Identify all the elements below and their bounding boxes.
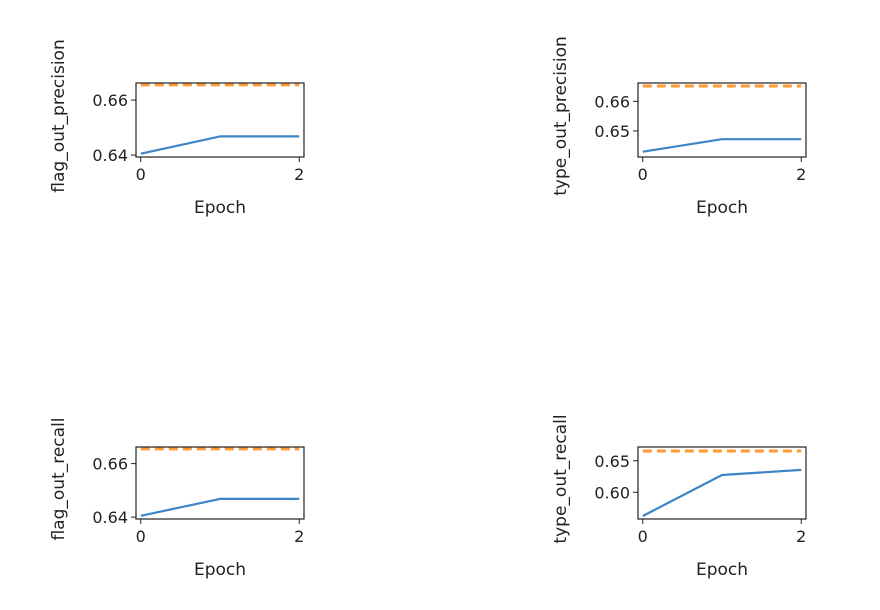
x-tick-label: 2 — [796, 165, 806, 184]
x-tick-label: 0 — [638, 527, 648, 546]
y-tick-label: 0.66 — [92, 91, 128, 110]
x-tick-label: 0 — [136, 165, 146, 184]
y-tick-label: 0.65 — [594, 452, 630, 471]
subplot-1: 0 2 0.65 0.66 Epoch type_out_precision — [551, 36, 807, 218]
x-tick-label: 0 — [136, 527, 146, 546]
subplot-2: 0 2 0.64 0.66 Epoch flag_out_recall — [49, 417, 305, 580]
y-tick-label: 0.66 — [594, 92, 630, 111]
y-axis-label: type_out_precision — [551, 36, 571, 196]
metric-series-line — [642, 468, 802, 517]
x-axis-label: Epoch — [194, 198, 246, 218]
metric-series-line — [140, 135, 300, 155]
y-axis-label: flag_out_recall — [49, 417, 69, 540]
y-axis-label: flag_out_precision — [49, 39, 69, 192]
x-axis-label: Epoch — [696, 560, 748, 580]
y-tick-label: 0.64 — [92, 146, 128, 165]
subplot-3: 0 2 0.65 0.60 Epoch type_out_recall — [551, 414, 807, 580]
metric-series-line — [140, 497, 300, 517]
plot-frame — [135, 82, 305, 158]
y-tick-label: 0.60 — [594, 483, 630, 502]
x-axis-label: Epoch — [696, 198, 748, 218]
plot-frame — [637, 82, 807, 158]
metric-series-line — [642, 138, 802, 153]
x-tick-label: 2 — [294, 165, 304, 184]
x-tick-label: 2 — [294, 527, 304, 546]
x-axis-label: Epoch — [194, 560, 246, 580]
y-tick-label: 0.65 — [594, 122, 630, 141]
subplot-0: 0 2 0.64 0.66 Epoch flag_out_precision — [49, 39, 305, 218]
x-tick-label: 0 — [638, 165, 648, 184]
y-tick-label: 0.64 — [92, 508, 128, 527]
plot-frame — [135, 446, 305, 520]
x-tick-label: 2 — [796, 527, 806, 546]
y-axis-label: type_out_recall — [551, 414, 571, 543]
y-tick-label: 0.66 — [92, 455, 128, 474]
plot-frame — [637, 446, 807, 520]
